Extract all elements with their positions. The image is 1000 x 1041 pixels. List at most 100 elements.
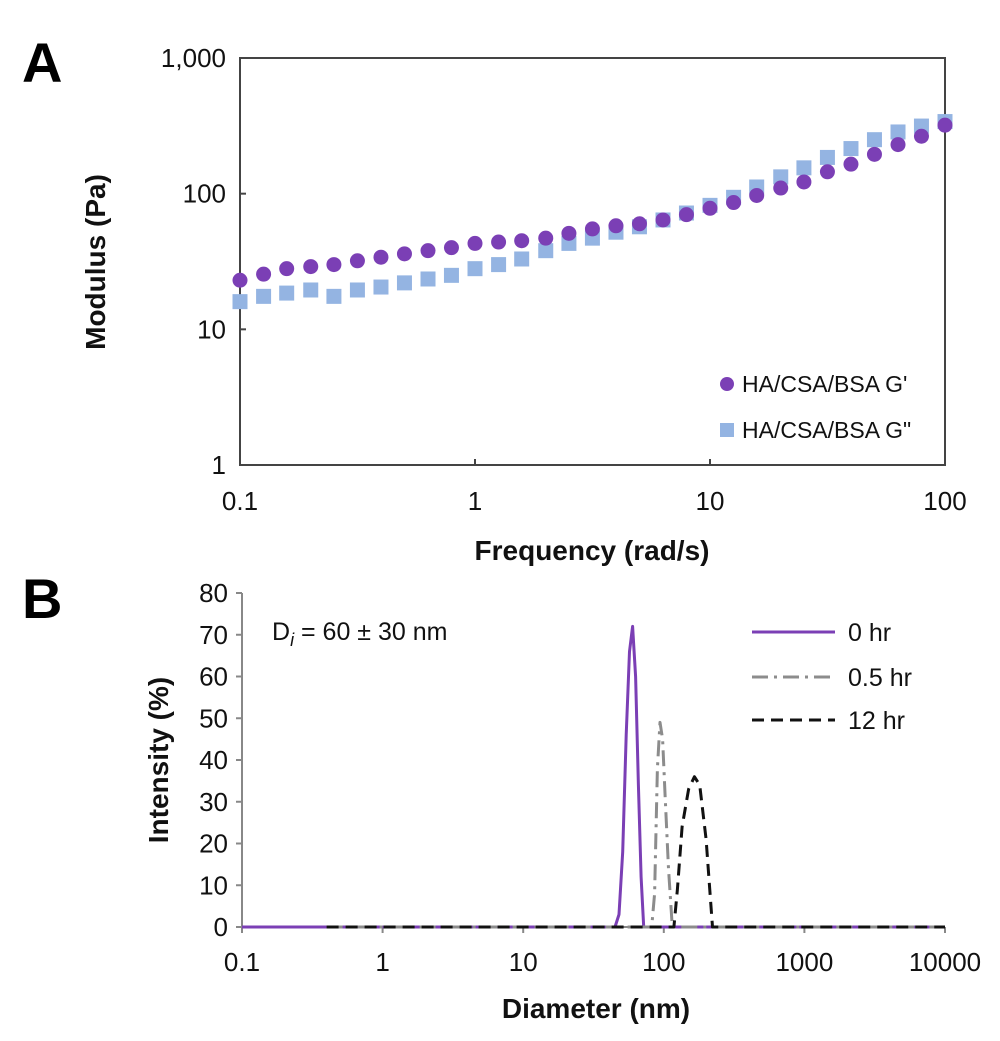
chart-b-ytick-label: 0 (214, 912, 228, 942)
chart-b-ylabel: Intensity (%) (143, 677, 174, 843)
chart-a-xtick-label: 10 (696, 486, 725, 516)
chart-a-point-g-prime (561, 225, 577, 241)
chart-a-xlabel: Frequency (rad/s) (475, 535, 710, 566)
chart-b-xlabel: Diameter (nm) (502, 993, 690, 1024)
chart-a-point-g-double-prime (538, 243, 554, 259)
chart-a-point-g-double-prime (819, 149, 835, 165)
chart-a-point-g-prime (608, 218, 624, 234)
legend-b-item-0-label: 0 hr (848, 619, 891, 647)
chart-b-ytick-label: 20 (199, 829, 228, 859)
chart-a-point-g-prime (279, 261, 295, 277)
chart-a-xtick-label: 0.1 (222, 486, 258, 516)
chart-a-point-g-prime (349, 253, 365, 269)
chart-b-xtick-label: 10000 (909, 947, 981, 977)
chart-a-point-g-prime (913, 128, 929, 144)
chart-a-ytick-label: 100 (183, 179, 226, 209)
legend-a-item-1-label: HA/CSA/BSA G" (742, 417, 911, 443)
chart-b-ytick-label: 60 (199, 662, 228, 692)
chart-a-point-g-double-prime (796, 160, 812, 176)
chart-a-point-g-double-prime (279, 285, 295, 301)
chart-a-point-g-prime (819, 164, 835, 180)
chart-a-point-g-prime (491, 234, 507, 250)
chart-b-ytick-label: 70 (199, 620, 228, 650)
chart-a-point-g-prime (443, 240, 459, 256)
chart-a-ticks: 0.1 1 10 100 1 10 100 1,000 (161, 43, 967, 516)
legend-a-item-0-swatch (720, 377, 734, 391)
chart-a-point-g-double-prime (232, 294, 248, 310)
chart-a-point-g-double-prime (890, 124, 906, 140)
chart-a-xtick-label: 1 (468, 486, 482, 516)
chart-a-ylabel: Modulus (Pa) (80, 174, 111, 350)
chart-a-point-g-double-prime (373, 279, 389, 295)
legend-a-item-0-label: HA/CSA/BSA G' (742, 371, 907, 397)
annotation-suffix: = 60 ± 30 nm (294, 618, 447, 646)
chart-a-point-g-double-prime (303, 282, 319, 298)
chart-b-xtick-label: 1000 (775, 947, 833, 977)
chart-a-point-g-prime (420, 243, 436, 259)
chart-a-point-g-double-prime (420, 271, 436, 287)
chart-a-point-g-double-prime (396, 275, 412, 291)
chart-b-ytick-label: 10 (199, 870, 228, 900)
panel-b-letter: B (22, 567, 62, 630)
chart-a-point-g-double-prime (514, 251, 530, 267)
chart-a-point-g-double-prime (326, 288, 342, 304)
chart-a-point-g-double-prime (866, 132, 882, 148)
chart-a-point-g-double-prime (443, 267, 459, 283)
chart-a-point-g-prime (232, 272, 248, 288)
chart-a-point-g-prime (256, 266, 272, 282)
chart-a-legend: HA/CSA/BSA G' HA/CSA/BSA G" (720, 371, 911, 443)
chart-a: 0.1 1 10 100 1 10 100 1,000 Frequency (rad/s) M… (80, 43, 967, 566)
chart-a-point-g-prime (937, 117, 953, 133)
chart-a-plot-area (239, 57, 946, 466)
chart-a-point-g-prime (749, 187, 765, 203)
chart-a-point-g-prime (726, 195, 742, 211)
chart-a-point-g-prime (702, 200, 718, 216)
chart-b-line-0-5-hr (326, 720, 945, 929)
chart-a-point-g-prime (655, 212, 671, 228)
chart-a-marks (232, 114, 953, 310)
chart-a-point-g-prime (843, 156, 859, 172)
chart-a-point-g-prime (631, 216, 647, 232)
panel-a-letter: A (22, 31, 62, 94)
chart-a-point-g-prime (678, 207, 694, 223)
chart-a-point-g-prime (538, 230, 554, 246)
chart-b-line-12-hr (326, 775, 945, 929)
chart-a-point-g-prime (373, 249, 389, 265)
chart-b-annotation: Di = 60 ± 30 nm (272, 618, 447, 650)
chart-a-point-g-prime (866, 146, 882, 162)
chart-b-line-0-hr (242, 624, 945, 929)
chart-a-ytick-label: 1 (212, 450, 226, 480)
chart-b-ytick-label: 40 (199, 745, 228, 775)
chart-a-ytick-label: 10 (197, 314, 226, 344)
legend-a-item-1-swatch (720, 423, 734, 437)
chart-a-point-g-prime (326, 257, 342, 273)
chart-a-point-g-prime (303, 259, 319, 275)
annotation-subscript: i (290, 630, 295, 650)
chart-a-point-g-double-prime (491, 257, 507, 273)
chart-b-xtick-label: 0.1 (224, 947, 260, 977)
legend-b-item-2-label: 12 hr (848, 707, 905, 735)
chart-a-point-g-double-prime (773, 169, 789, 185)
chart-a-point-g-double-prime (349, 282, 365, 298)
chart-a-point-g-prime (584, 221, 600, 237)
chart-a-point-g-prime (514, 233, 530, 249)
annotation-prefix: D (272, 618, 290, 646)
chart-a-point-g-double-prime (467, 261, 483, 277)
chart-a-ytick-label: 1,000 (161, 43, 226, 73)
chart-b-xtick-label: 10 (509, 947, 538, 977)
chart-b-legend: 0 hr 0.5 hr 12 hr (752, 619, 912, 735)
chart-a-point-g-prime (890, 137, 906, 153)
chart-b-xtick-label: 100 (642, 947, 685, 977)
chart-a-point-g-double-prime (843, 141, 859, 157)
chart-a-point-g-prime (396, 246, 412, 262)
chart-b-ticks: 0.1 1 10 100 1000 10000 0 10 20 30 40 50 60 70 80 (199, 578, 981, 977)
chart-b-ytick-label: 30 (199, 787, 228, 817)
chart-a-point-g-prime (773, 180, 789, 196)
chart-b-ytick-label: 50 (199, 703, 228, 733)
chart-a-point-g-double-prime (256, 288, 272, 304)
chart-a-point-g-prime (796, 174, 812, 190)
chart-a-xtick-label: 100 (923, 486, 966, 516)
chart-b: 0.1 1 10 100 1000 10000 0 10 20 30 40 50 60 70 80 Diam… (143, 578, 981, 1024)
chart-a-point-g-prime (467, 235, 483, 251)
